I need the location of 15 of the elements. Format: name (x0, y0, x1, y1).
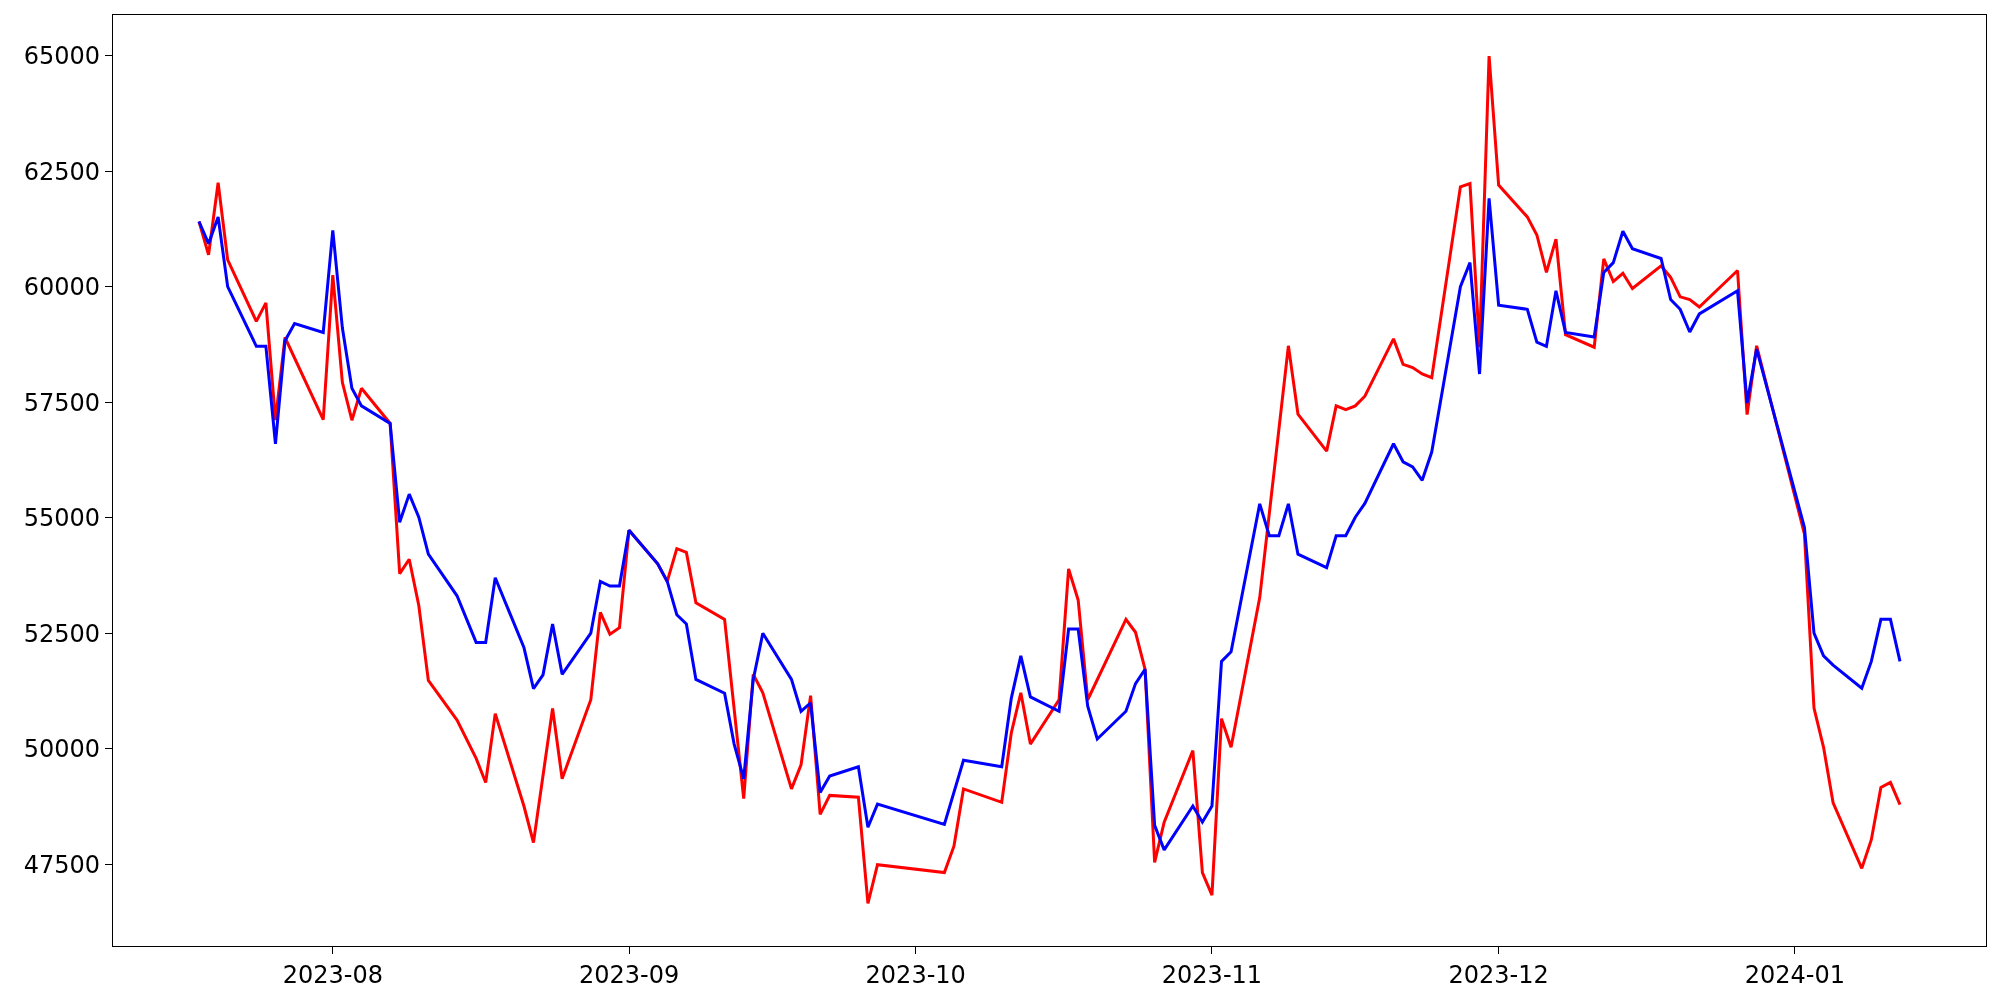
y-tick-label: 62500 (23, 157, 101, 186)
x-tick-label: 2023-08 (282, 960, 383, 989)
x-tick-label: 2023-12 (1448, 960, 1549, 989)
y-tick-label: 65000 (23, 42, 101, 71)
y-tick-label: 52500 (23, 619, 101, 648)
y-tick-label: 55000 (23, 504, 101, 533)
y-tick-label: 57500 (23, 388, 101, 417)
line-series (197, 196, 1902, 852)
y-tick-label: 50000 (23, 735, 101, 764)
x-tick-label: 2023-11 (1161, 960, 1263, 989)
x-tick-label: 2024-01 (1744, 960, 1846, 989)
y-tick-label: 47500 (23, 850, 101, 879)
x-tick-label: 2023-09 (578, 960, 680, 989)
x-tick-label: 2023-10 (865, 960, 966, 989)
y-tick-label: 60000 (23, 273, 101, 302)
